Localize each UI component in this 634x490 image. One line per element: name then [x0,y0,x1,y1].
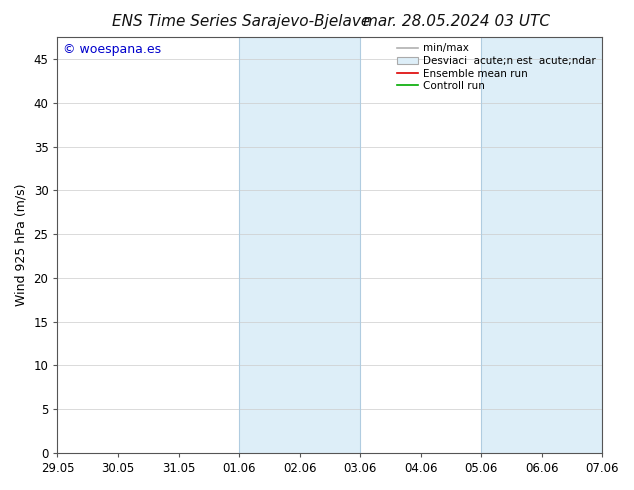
Bar [239,37,360,453]
Text: mar. 28.05.2024 03 UTC: mar. 28.05.2024 03 UTC [363,14,550,29]
Legend: min/max, Desviaci  acute;n est  acute;ndar, Ensemble mean run, Controll run: min/max, Desviaci acute;n est acute;ndar… [394,40,599,94]
Y-axis label: Wind 925 hPa (m/s): Wind 925 hPa (m/s) [15,184,28,306]
Bar [481,37,602,453]
Text: © woespana.es: © woespana.es [63,43,161,56]
Text: ENS Time Series Sarajevo-Bjelave: ENS Time Series Sarajevo-Bjelave [112,14,370,29]
